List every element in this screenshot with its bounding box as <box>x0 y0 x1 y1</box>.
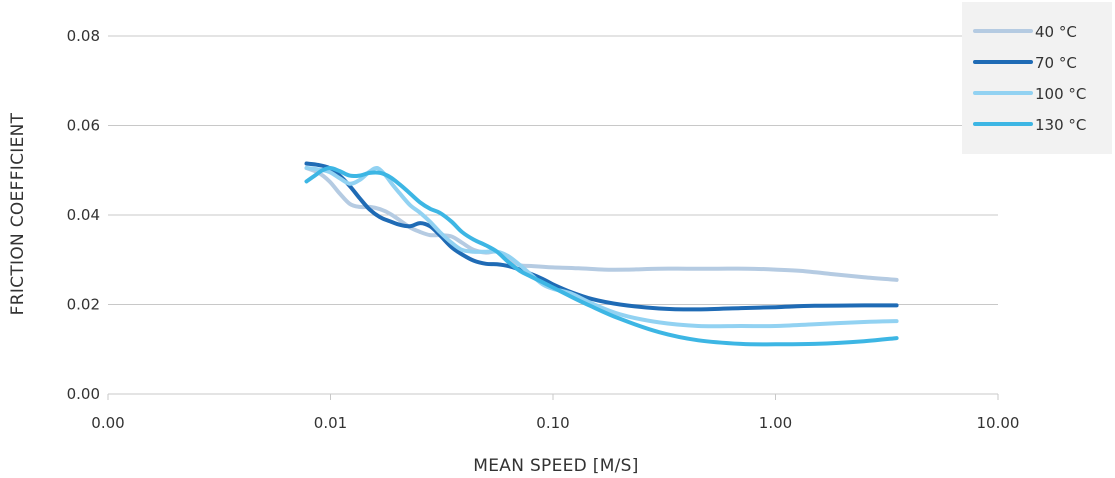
x-tick-label: 0.00 <box>91 414 124 432</box>
x-tick-label: 0.10 <box>536 414 569 432</box>
y-axis-ticks: 0.00 0.02 0.04 0.06 0.08 <box>67 27 100 403</box>
legend-background <box>962 2 1112 154</box>
legend: 40 °C 70 °C 100 °C 130 °C <box>962 2 1112 154</box>
series-lines <box>304 161 899 347</box>
legend-label-4: 130 °C <box>1035 116 1086 134</box>
x-tick-label: 1.00 <box>759 414 792 432</box>
y-axis-title: FRICTION COEFFICIENT <box>8 112 28 315</box>
series-line-4 <box>304 165 899 347</box>
y-tick-label: 0.00 <box>67 385 100 403</box>
legend-label-2: 70 °C <box>1035 54 1077 72</box>
x-tick-label: 10.00 <box>977 414 1020 432</box>
x-axis-title: MEAN SPEED [M/S] <box>473 456 638 476</box>
x-axis-ticks: 0.00 0.01 0.10 1.00 10.00 <box>91 394 1019 432</box>
y-tick-label: 0.08 <box>67 27 100 45</box>
x-tick-label: 0.01 <box>314 414 347 432</box>
y-tick-label: 0.04 <box>67 206 100 224</box>
y-tick-label: 0.02 <box>67 296 100 314</box>
y-tick-label: 0.06 <box>67 117 100 135</box>
legend-label-1: 40 °C <box>1035 23 1077 41</box>
legend-label-3: 100 °C <box>1035 85 1086 103</box>
series-line-2 <box>304 161 899 312</box>
